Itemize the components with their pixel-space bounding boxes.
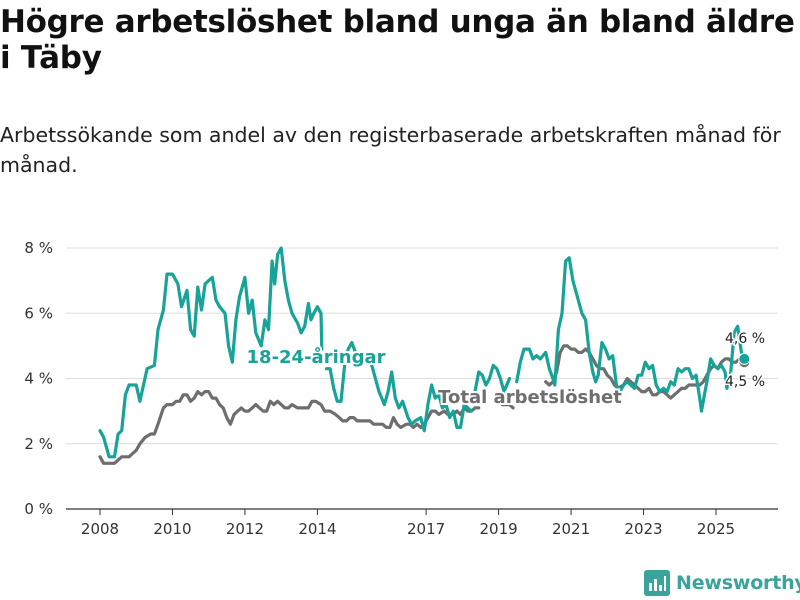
y-tick-label: 6 %: [24, 304, 53, 322]
y-tick-label: 0 %: [24, 500, 53, 518]
brand-name: Newsworthy: [676, 572, 800, 594]
series-label-total: Total arbetslöshet: [438, 387, 622, 408]
y-tick-label: 4 %: [24, 370, 53, 388]
series-line-youth: [98, 246, 324, 459]
series-line-youth: [515, 256, 746, 413]
x-tick-label: 2008: [81, 520, 119, 538]
youth-end-label: 4,6 %: [725, 331, 765, 347]
series-endpoint-youth: [738, 352, 751, 365]
series-line-total: [98, 390, 481, 465]
series-line-total: [497, 399, 515, 410]
series-line-youth: [370, 363, 473, 433]
x-tick-label: 2021: [552, 520, 590, 538]
x-tick-label: 2014: [298, 520, 336, 538]
x-tick-label: 2012: [226, 520, 264, 538]
chart-subtitle: Arbetssökande som andel av den registerb…: [0, 123, 781, 177]
series-label-youth: 18-24-åringar: [247, 346, 386, 368]
y-tick-label: 8 %: [24, 239, 53, 257]
total-end-label: 4,5 %: [725, 374, 765, 390]
x-tick-label: 2019: [479, 520, 517, 538]
x-tick-label: 2025: [697, 520, 735, 538]
x-tick-label: 2010: [153, 520, 191, 538]
brand-logo: Newsworthy: [644, 568, 800, 598]
series-line-youth: [324, 341, 361, 403]
series-line-youth: [473, 363, 512, 394]
x-tick-label: 2017: [407, 520, 445, 538]
chart-title: Högre arbetslöshet bland unga än bland ä…: [0, 4, 795, 76]
newsworthy-logo-icon: [644, 570, 670, 596]
y-tick-label: 2 %: [24, 435, 53, 453]
x-tick-label: 2023: [624, 520, 662, 538]
